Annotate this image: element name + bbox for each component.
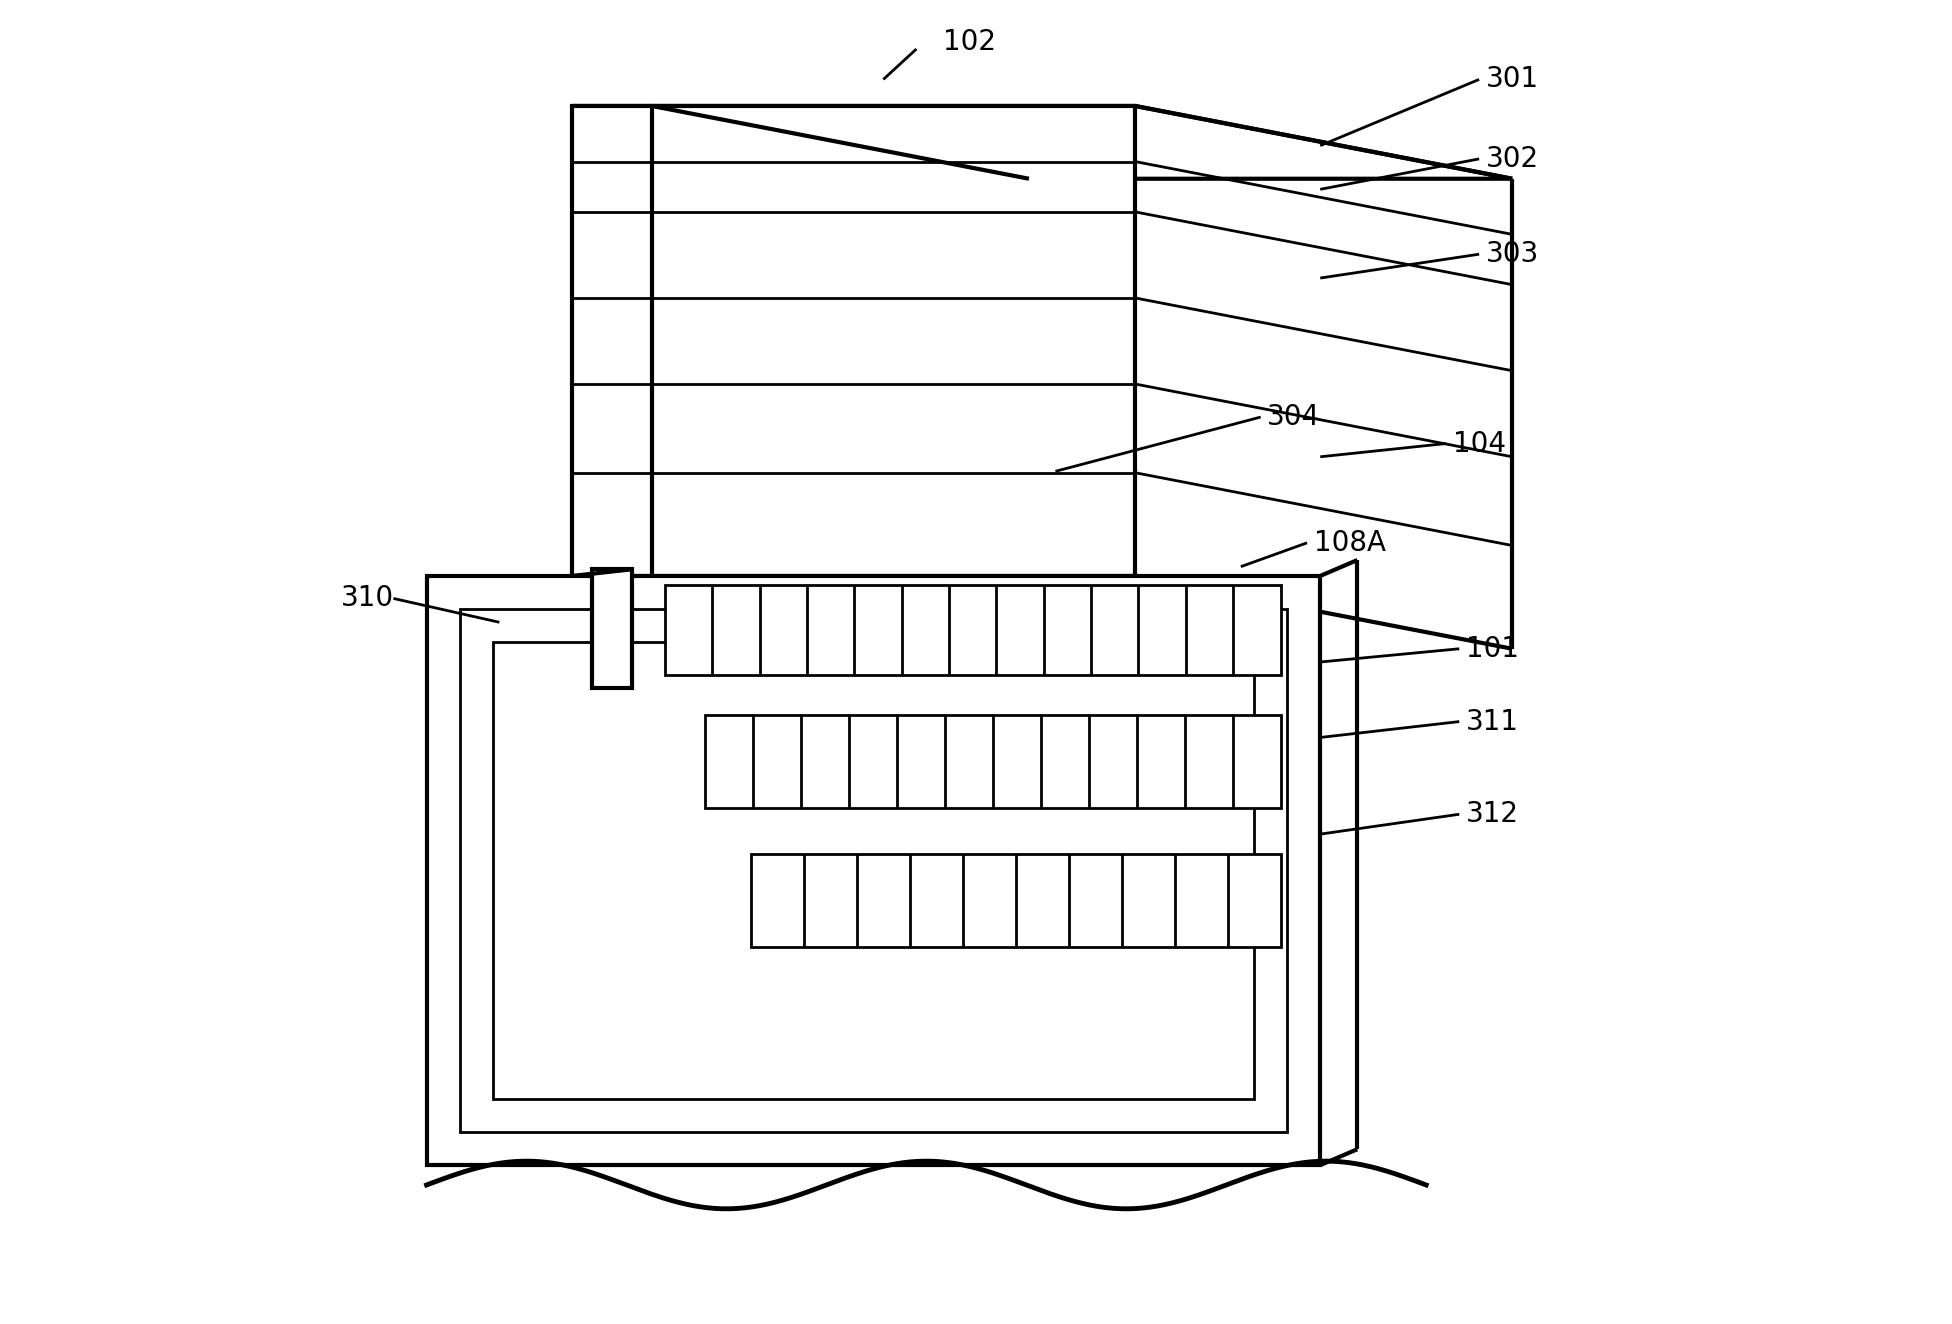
Text: 301: 301 [1485, 65, 1538, 94]
Text: 102: 102 [943, 28, 996, 57]
Bar [591, 569, 632, 688]
Bar [459, 609, 1286, 1132]
Text: 312: 312 [1466, 800, 1519, 829]
Bar [705, 715, 1281, 808]
Bar [752, 854, 1281, 947]
Bar [427, 576, 1320, 1165]
Bar [666, 585, 1281, 675]
Bar [492, 642, 1253, 1099]
Text: 310: 310 [340, 584, 394, 613]
Text: 104: 104 [1452, 429, 1505, 458]
Text: 303: 303 [1485, 240, 1538, 269]
Text: 304: 304 [1267, 402, 1320, 432]
Text: 302: 302 [1485, 144, 1538, 173]
Text: 311: 311 [1466, 707, 1519, 736]
Text: 108A: 108A [1314, 528, 1386, 557]
Text: 101: 101 [1466, 634, 1519, 663]
Polygon shape [572, 106, 1513, 179]
Bar [572, 106, 1134, 576]
